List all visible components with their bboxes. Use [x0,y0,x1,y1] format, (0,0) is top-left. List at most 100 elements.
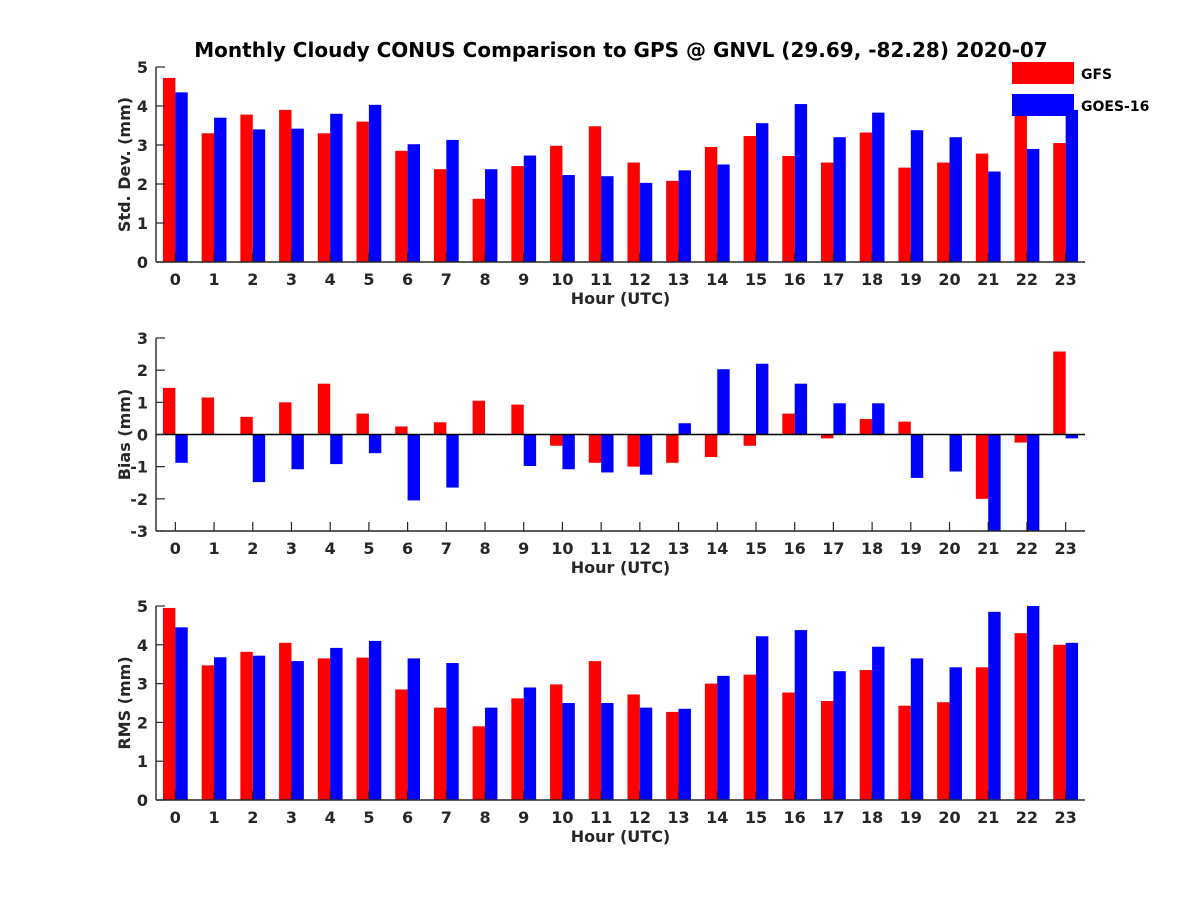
x-tick-label: 9 [518,270,529,289]
bar-goes-16-hour-3 [291,661,304,800]
x-tick-label: 3 [286,270,297,289]
x-tick-label: 12 [629,539,651,558]
y-tick-label: -1 [130,458,148,477]
y-tick-label: 4 [137,636,148,655]
bar-gfs-hour-19 [898,421,911,435]
bar-gfs-hour-16 [782,155,795,262]
bar-gfs-hour-4 [317,133,331,262]
x-tick-label: 11 [590,808,612,827]
x-tick-label: 13 [667,270,689,289]
bar-goes-16-hour-15 [755,363,769,435]
x-tick-label: 4 [325,270,336,289]
bar-gfs-hour-13 [666,434,679,463]
bar-gfs-hour-18 [859,132,873,262]
legend-label-goes-16: GOES-16 [1081,99,1149,115]
x-tick-label: 20 [938,270,960,289]
bar-gfs-hour-6 [395,689,408,800]
bar-gfs-hour-0 [162,387,176,435]
bar-goes-16-hour-2 [252,434,266,483]
bar-goes-16-hour-22 [1026,148,1040,262]
x-tick-label: 0 [170,539,181,558]
bars [162,77,1079,263]
bar-goes-16-hour-16 [794,104,808,262]
y-tick-label: 2 [137,175,148,194]
y-tick-label: 1 [137,393,148,412]
bar-gfs-hour-4 [317,658,331,800]
bar-gfs-hour-22 [1014,434,1027,443]
bar-goes-16-hour-17 [833,403,846,435]
x-tick-label: 6 [402,539,413,558]
y-tick-label: -3 [130,522,148,541]
x-tick-label: 7 [441,808,452,827]
x-axis-label: Hour (UTC) [571,289,671,308]
bar-gfs-hour-11 [588,661,602,800]
bar-goes-16-hour-21 [988,434,1001,531]
x-tick-label: 10 [551,539,573,558]
y-tick-label: 2 [137,713,148,732]
x-tick-label: 17 [822,539,844,558]
bar-goes-16-hour-5 [368,640,382,800]
x-tick-label: 8 [479,808,490,827]
x-tick-label: 5 [363,270,374,289]
y-tick-label: 5 [137,597,148,616]
bar-goes-16-hour-13 [678,708,691,800]
bars [162,351,1079,531]
bar-gfs-hour-12 [627,694,640,800]
bar-goes-16-hour-18 [872,646,885,800]
bar-goes-16-hour-21 [988,171,1001,262]
bar-goes-16-hour-0 [175,434,188,463]
bar-gfs-hour-7 [433,169,447,262]
bar-gfs-hour-21 [975,667,989,800]
legend-label-gfs: GFS [1081,67,1112,83]
bar-goes-16-hour-8 [485,169,498,262]
bar-gfs-hour-1 [201,133,215,262]
bar-goes-16-hour-6 [407,658,420,800]
bar-gfs-hour-8 [472,198,486,262]
bar-goes-16-hour-12 [639,182,653,262]
bar-gfs-hour-11 [588,126,602,262]
bar-gfs-hour-3 [279,642,292,800]
bar-gfs-hour-8 [472,400,486,435]
bar-goes-16-hour-20 [949,137,962,262]
bar-goes-16-hour-4 [330,647,343,800]
bar-gfs-hour-15 [743,434,756,446]
bar-goes-16-hour-20 [949,667,962,800]
x-axis-label: Hour (UTC) [571,827,671,846]
x-tick-label: 12 [629,270,651,289]
x-tick-label: 23 [1055,270,1077,289]
x-tick-label: 20 [938,808,960,827]
x-tick-label: 20 [938,539,960,558]
bar-gfs-hour-19 [898,705,911,800]
bar-goes-16-hour-20 [949,434,962,472]
y-axis-label: Std. Dev. (mm) [115,97,134,232]
bar-goes-16-hour-14 [717,675,730,800]
bar-gfs-hour-18 [859,670,873,800]
bar-goes-16-hour-6 [407,434,420,501]
bar-gfs-hour-22 [1014,94,1027,262]
bar-goes-16-hour-12 [639,707,653,800]
y-axis-label: RMS (mm) [115,656,134,749]
bar-gfs-hour-0 [162,77,176,262]
bar-goes-16-hour-15 [755,636,769,800]
x-tick-label: 18 [861,539,883,558]
x-tick-label: 4 [325,539,336,558]
bar-gfs-hour-18 [859,419,873,435]
y-tick-label: 3 [137,329,148,348]
x-tick-label: 11 [590,539,612,558]
bar-gfs-hour-17 [821,162,834,262]
bar-goes-16-hour-19 [910,658,924,800]
x-tick-label: 1 [208,808,219,827]
x-tick-label: 18 [861,270,883,289]
bar-gfs-hour-21 [975,434,989,499]
x-tick-label: 17 [822,808,844,827]
bar-gfs-hour-23 [1053,644,1066,800]
legend: GFS GOES-16 [1012,62,1149,116]
x-tick-label: 2 [247,270,258,289]
bar-goes-16-hour-9 [523,687,537,800]
y-tick-label: 0 [137,791,148,810]
bar-goes-16-hour-9 [523,434,537,467]
y-axis-label: Bias (mm) [115,389,134,481]
y-tick-label: 0 [137,253,148,272]
